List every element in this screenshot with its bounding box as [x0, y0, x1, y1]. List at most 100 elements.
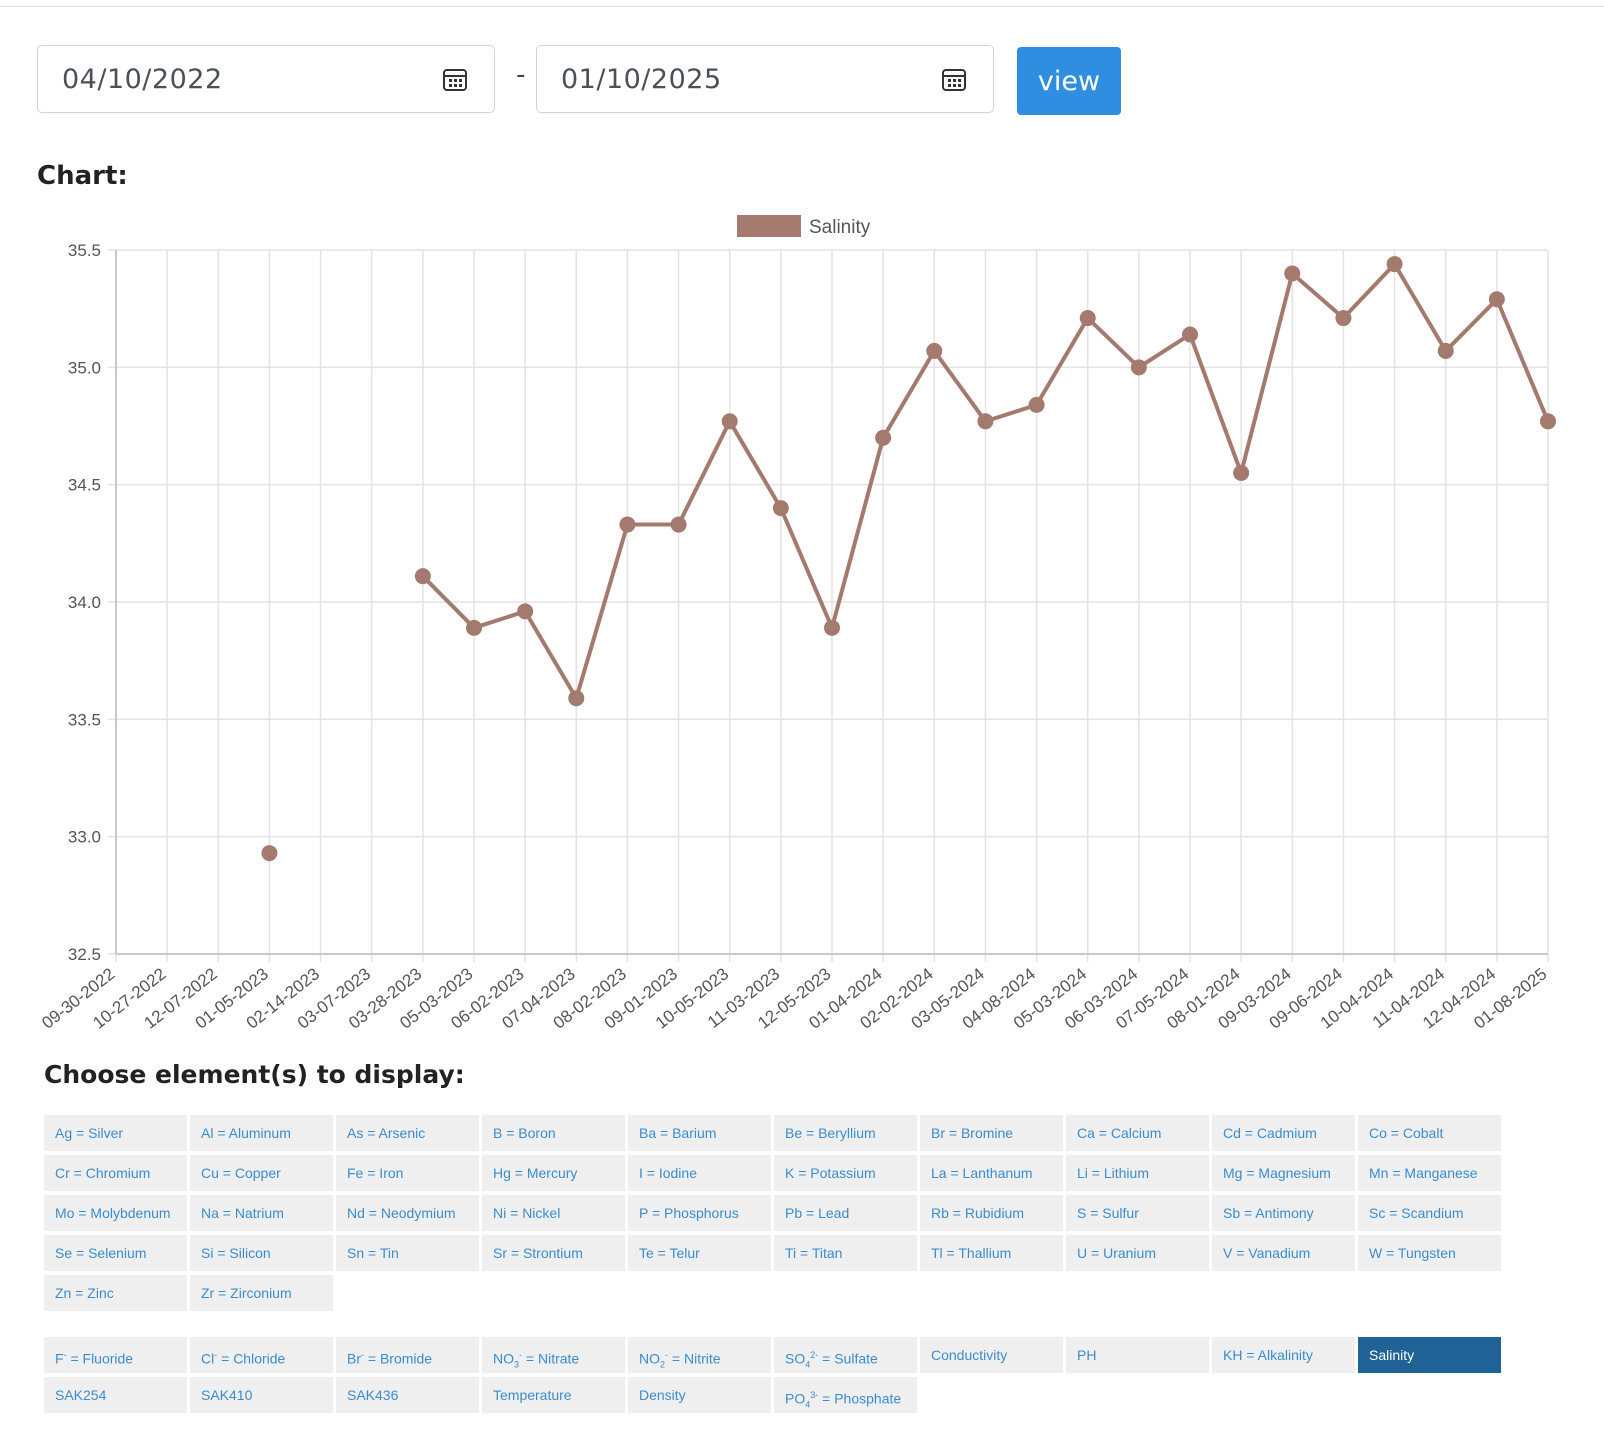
- chip-label: = Molybdenum: [74, 1205, 171, 1221]
- chip-mo-molybdenum[interactable]: Mo = Molybdenum: [44, 1195, 187, 1231]
- chip-p-phosphorus[interactable]: P = Phosphorus: [628, 1195, 771, 1231]
- chip-label: = Mercury: [510, 1165, 578, 1181]
- chip-li-lithium[interactable]: Li = Lithium: [1066, 1155, 1209, 1191]
- chip-zr-zirconium[interactable]: Zr = Zirconium: [190, 1275, 333, 1311]
- chip-ca-calcium[interactable]: Ca = Calcium: [1066, 1115, 1209, 1151]
- chip-sak254[interactable]: SAK254: [44, 1377, 187, 1413]
- chip-be-beryllium[interactable]: Be = Beryllium: [774, 1115, 917, 1151]
- chip-no-nitrate[interactable]: NO3- = Nitrate: [482, 1337, 625, 1373]
- chip-symbol: Cl: [201, 1350, 215, 1367]
- chip-sn-tin[interactable]: Sn = Tin: [336, 1235, 479, 1271]
- chip-symbol: Zn: [55, 1285, 72, 1301]
- chip-ph[interactable]: PH: [1066, 1337, 1209, 1373]
- start-date-input[interactable]: 04/10/2022: [37, 45, 495, 113]
- chip-cr-chromium[interactable]: Cr = Chromium: [44, 1155, 187, 1191]
- chip-te-telur[interactable]: Te = Telur: [628, 1235, 771, 1271]
- chip-na-natrium[interactable]: Na = Natrium: [190, 1195, 333, 1231]
- chip-label: = Nickel: [506, 1205, 561, 1221]
- chip-symbol: Zr: [201, 1285, 215, 1301]
- chip-conductivity[interactable]: Conductivity: [920, 1337, 1063, 1373]
- chip-br-bromine[interactable]: Br = Bromine: [920, 1115, 1063, 1151]
- chip-sb-antimony[interactable]: Sb = Antimony: [1212, 1195, 1355, 1231]
- chip-nd-neodymium[interactable]: Nd = Neodymium: [336, 1195, 479, 1231]
- chip-si-silicon[interactable]: Si = Silicon: [190, 1235, 333, 1271]
- chip-v-vanadium[interactable]: V = Vanadium: [1212, 1235, 1355, 1271]
- chip-symbol: Te: [639, 1245, 654, 1261]
- chip-cl-chloride[interactable]: Cl- = Chloride: [190, 1337, 333, 1373]
- chip-sak410[interactable]: SAK410: [190, 1377, 333, 1413]
- data-point: [1028, 396, 1045, 413]
- chip-label: = Calcium: [1094, 1125, 1162, 1141]
- chip-kh-alkalinity[interactable]: KH = Alkalinity: [1212, 1337, 1355, 1373]
- chip-symbol: As: [347, 1125, 364, 1141]
- chip-mg-magnesium[interactable]: Mg = Magnesium: [1212, 1155, 1355, 1191]
- chip-label: = Natrium: [218, 1205, 284, 1221]
- calendar-icon[interactable]: [442, 66, 468, 92]
- chip-sc-scandium[interactable]: Sc = Scandium: [1358, 1195, 1501, 1231]
- data-point: [1437, 342, 1454, 359]
- chip-temperature[interactable]: Temperature: [482, 1377, 625, 1413]
- chip-salinity[interactable]: Salinity: [1358, 1337, 1501, 1373]
- chip-symbol: P: [639, 1205, 649, 1221]
- chip-ag-silver[interactable]: Ag = Silver: [44, 1115, 187, 1151]
- chip-symbol: U: [1077, 1245, 1088, 1261]
- chip-label: = Iron: [363, 1165, 404, 1181]
- chip-symbol: Sb: [1223, 1205, 1241, 1221]
- chip-br-bromide[interactable]: Br- = Bromide: [336, 1337, 479, 1373]
- chip-symbol: Al: [201, 1125, 214, 1141]
- chip-label: = Telur: [653, 1245, 700, 1261]
- chip-po-phosphate[interactable]: PO43- = Phosphate: [774, 1377, 917, 1413]
- chip-sak436[interactable]: SAK436: [336, 1377, 479, 1413]
- parameter-chip-grid: F- = Fluoride Cl- = Chloride Br- = Bromide…: [44, 1337, 1524, 1417]
- chip-k-potassium[interactable]: K = Potassium: [774, 1155, 917, 1191]
- chip-tl-thallium[interactable]: Tl = Thallium: [920, 1235, 1063, 1271]
- chip-label: = Silver: [72, 1125, 124, 1141]
- data-point: [568, 690, 585, 707]
- chip-density[interactable]: Density: [628, 1377, 771, 1413]
- chip-zn-zinc[interactable]: Zn = Zinc: [44, 1275, 187, 1311]
- chip-s-sulfur[interactable]: S = Sulfur: [1066, 1195, 1209, 1231]
- chip-symbol: Mn: [1369, 1165, 1389, 1181]
- chip-co-cobalt[interactable]: Co = Cobalt: [1358, 1115, 1501, 1151]
- chip-u-uranium[interactable]: U = Uranium: [1066, 1235, 1209, 1271]
- chip-al-aluminum[interactable]: Al = Aluminum: [190, 1115, 333, 1151]
- chip-f-fluoride[interactable]: F- = Fluoride: [44, 1337, 187, 1373]
- chip-so-sulfate[interactable]: SO42- = Sulfate: [774, 1337, 917, 1373]
- chip-label: = Bromine: [945, 1125, 1014, 1141]
- chip-la-lanthanum[interactable]: La = Lanthanum: [920, 1155, 1063, 1191]
- chip-se-selenium[interactable]: Se = Selenium: [44, 1235, 187, 1271]
- chip-symbol: Nd: [347, 1205, 365, 1221]
- chip-w-tungsten[interactable]: W = Tungsten: [1358, 1235, 1501, 1271]
- chip-symbol: Tl: [931, 1245, 943, 1261]
- chip-ba-barium[interactable]: Ba = Barium: [628, 1115, 771, 1151]
- chip-no-nitrite[interactable]: NO2- = Nitrite: [628, 1337, 771, 1373]
- chip-mn-manganese[interactable]: Mn = Manganese: [1358, 1155, 1501, 1191]
- chip-cd-cadmium[interactable]: Cd = Cadmium: [1212, 1115, 1355, 1151]
- chip-symbol: Na: [201, 1205, 219, 1221]
- chip-pb-lead[interactable]: Pb = Lead: [774, 1195, 917, 1231]
- data-point: [1182, 326, 1198, 343]
- chip-b-boron[interactable]: B = Boron: [482, 1115, 625, 1151]
- chip-cu-copper[interactable]: Cu = Copper: [190, 1155, 333, 1191]
- chip-fe-iron[interactable]: Fe = Iron: [336, 1155, 479, 1191]
- chip-label: = Strontium: [507, 1245, 583, 1261]
- chip-ti-titan[interactable]: Ti = Titan: [774, 1235, 917, 1271]
- calendar-icon[interactable]: [941, 66, 967, 92]
- chip-ni-nickel[interactable]: Ni = Nickel: [482, 1195, 625, 1231]
- chip-rb-rubidium[interactable]: Rb = Rubidium: [920, 1195, 1063, 1231]
- top-divider: [0, 0, 1604, 7]
- end-date-input[interactable]: 01/10/2025: [536, 45, 994, 113]
- chip-symbol: Fe: [347, 1165, 364, 1181]
- data-point: [1540, 413, 1556, 430]
- chip-i-iodine[interactable]: I = Iodine: [628, 1155, 771, 1191]
- chip-label: = Phosphate: [818, 1390, 902, 1407]
- chip-symbol: Hg: [493, 1165, 511, 1181]
- data-point: [1079, 310, 1096, 327]
- view-button[interactable]: view: [1017, 47, 1121, 115]
- chip-sr-strontium[interactable]: Sr = Strontium: [482, 1235, 625, 1271]
- chip-label: = Sulfate: [818, 1350, 878, 1367]
- chip-label: = Silicon: [213, 1245, 271, 1261]
- choose-heading: Choose element(s) to display:: [44, 1060, 465, 1089]
- chip-hg-mercury[interactable]: Hg = Mercury: [482, 1155, 625, 1191]
- chip-as-arsenic[interactable]: As = Arsenic: [336, 1115, 479, 1151]
